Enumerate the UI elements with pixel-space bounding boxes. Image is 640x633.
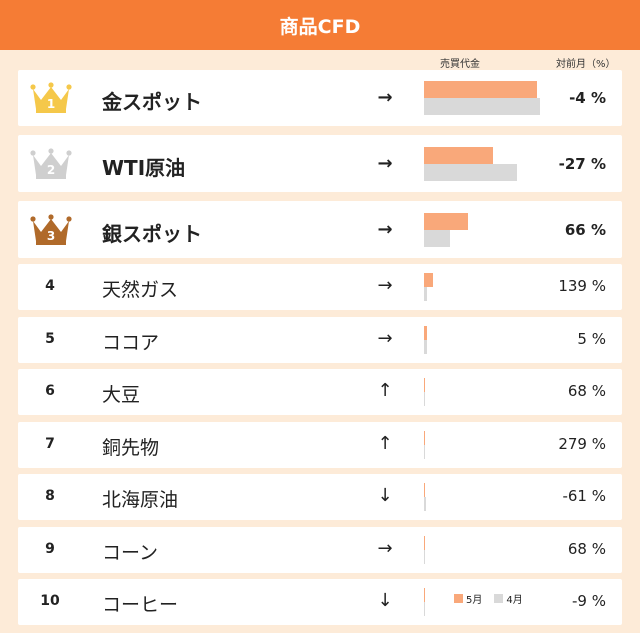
trend-arrow: → [377,275,393,296]
instrument-name: 銅先物 [102,437,160,459]
volume-bar-may [424,588,425,602]
volume-bar-apr [424,602,425,616]
change-percent: 66 % [564,221,606,239]
instrument-name: 北海原油 [102,489,179,511]
instrument-name: 大豆 [102,384,141,406]
change-percent: 5 % [577,330,606,348]
rank-number: 10 [40,593,60,609]
instrument-name: 銀スポット [102,222,202,246]
rank-number: 6 [45,383,55,399]
volume-bar-apr [424,164,517,181]
change-percent: 68 % [567,382,606,400]
table-row: 6 大豆 ↑ 68 % [18,369,622,415]
trend-arrow: ↑ [377,433,393,454]
volume-bar-apr [424,497,426,511]
rank-number: 7 [45,436,55,452]
legend-may-swatch [454,594,463,603]
trend-arrow: ↓ [377,590,393,611]
instrument-name: コーヒー [102,594,179,616]
volume-bar-may [424,81,537,98]
volume-bar-may [424,273,433,287]
title-bar: 商品CFD [0,0,640,50]
volume-bar-apr [424,550,425,564]
volume-bar-may [424,326,427,340]
instrument-name: 金スポット [102,90,202,114]
rank-number: 4 [45,278,55,294]
change-percent: -27 % [558,155,606,173]
volume-bar-may [424,213,468,230]
rank-number: 3 [46,229,56,243]
rank-number: 5 [45,331,55,347]
volume-bar-apr [424,340,427,354]
table-row: 2 WTI原油 → -27 % [18,135,622,192]
crown-icon: 1 [30,82,72,114]
rank-number: 8 [45,488,55,504]
volume-bar-may [424,431,425,445]
table-row: 3 銀スポット → 66 % [18,201,622,258]
trend-arrow: ↑ [377,380,393,401]
trend-arrow: → [377,219,393,240]
trend-arrow: ↓ [377,485,393,506]
volume-bar-may [424,483,425,497]
rank-number: 2 [46,163,56,177]
volume-bar-apr [424,230,450,247]
instrument-name: 天然ガス [102,279,179,301]
table-row: 4 天然ガス → 139 % [18,264,622,310]
rank-number: 1 [46,97,56,111]
volume-bar-apr [424,98,540,115]
rank-number: 9 [45,541,55,557]
instrument-name: WTI原油 [102,156,186,180]
table-row: 7 銅先物 ↑ 279 % [18,422,622,468]
change-percent: -61 % [562,487,606,505]
volume-bar-may [424,536,425,550]
table-row: 1 金スポット → -4 % [18,70,622,126]
legend-may-label: 5月 [466,595,483,606]
crown-icon: 2 [30,148,72,180]
column-header-volume: 売買代金 [440,59,480,70]
trend-arrow: → [377,87,393,108]
instrument-name: ココア [102,332,160,354]
volume-bar-may [424,147,493,164]
volume-bar-apr [424,392,425,406]
change-percent: 139 % [558,277,606,295]
crown-icon: 3 [30,214,72,246]
volume-bar-apr [424,287,427,301]
table-row: 10 コーヒー ↓ -9 % [18,579,622,625]
legend: 5月 4月 [454,591,523,606]
change-percent: 68 % [567,540,606,558]
change-percent: -4 % [569,89,606,107]
volume-bar-may [424,378,425,392]
table-row: 5 ココア → 5 % [18,317,622,363]
change-percent: -9 % [572,592,606,610]
table-row: 9 コーン → 68 % [18,527,622,573]
page-title: 商品CFD [279,15,361,38]
legend-apr-label: 4月 [506,595,523,606]
trend-arrow: → [377,328,393,349]
volume-bar-apr [424,445,425,459]
trend-arrow: → [377,538,393,559]
table-row: 8 北海原油 ↓ -61 % [18,474,622,520]
trend-arrow: → [377,153,393,174]
legend-apr-swatch [494,594,504,603]
change-percent: 279 % [558,435,606,453]
column-header-change: 対前月（%） [556,59,616,70]
instrument-name: コーン [102,542,159,564]
